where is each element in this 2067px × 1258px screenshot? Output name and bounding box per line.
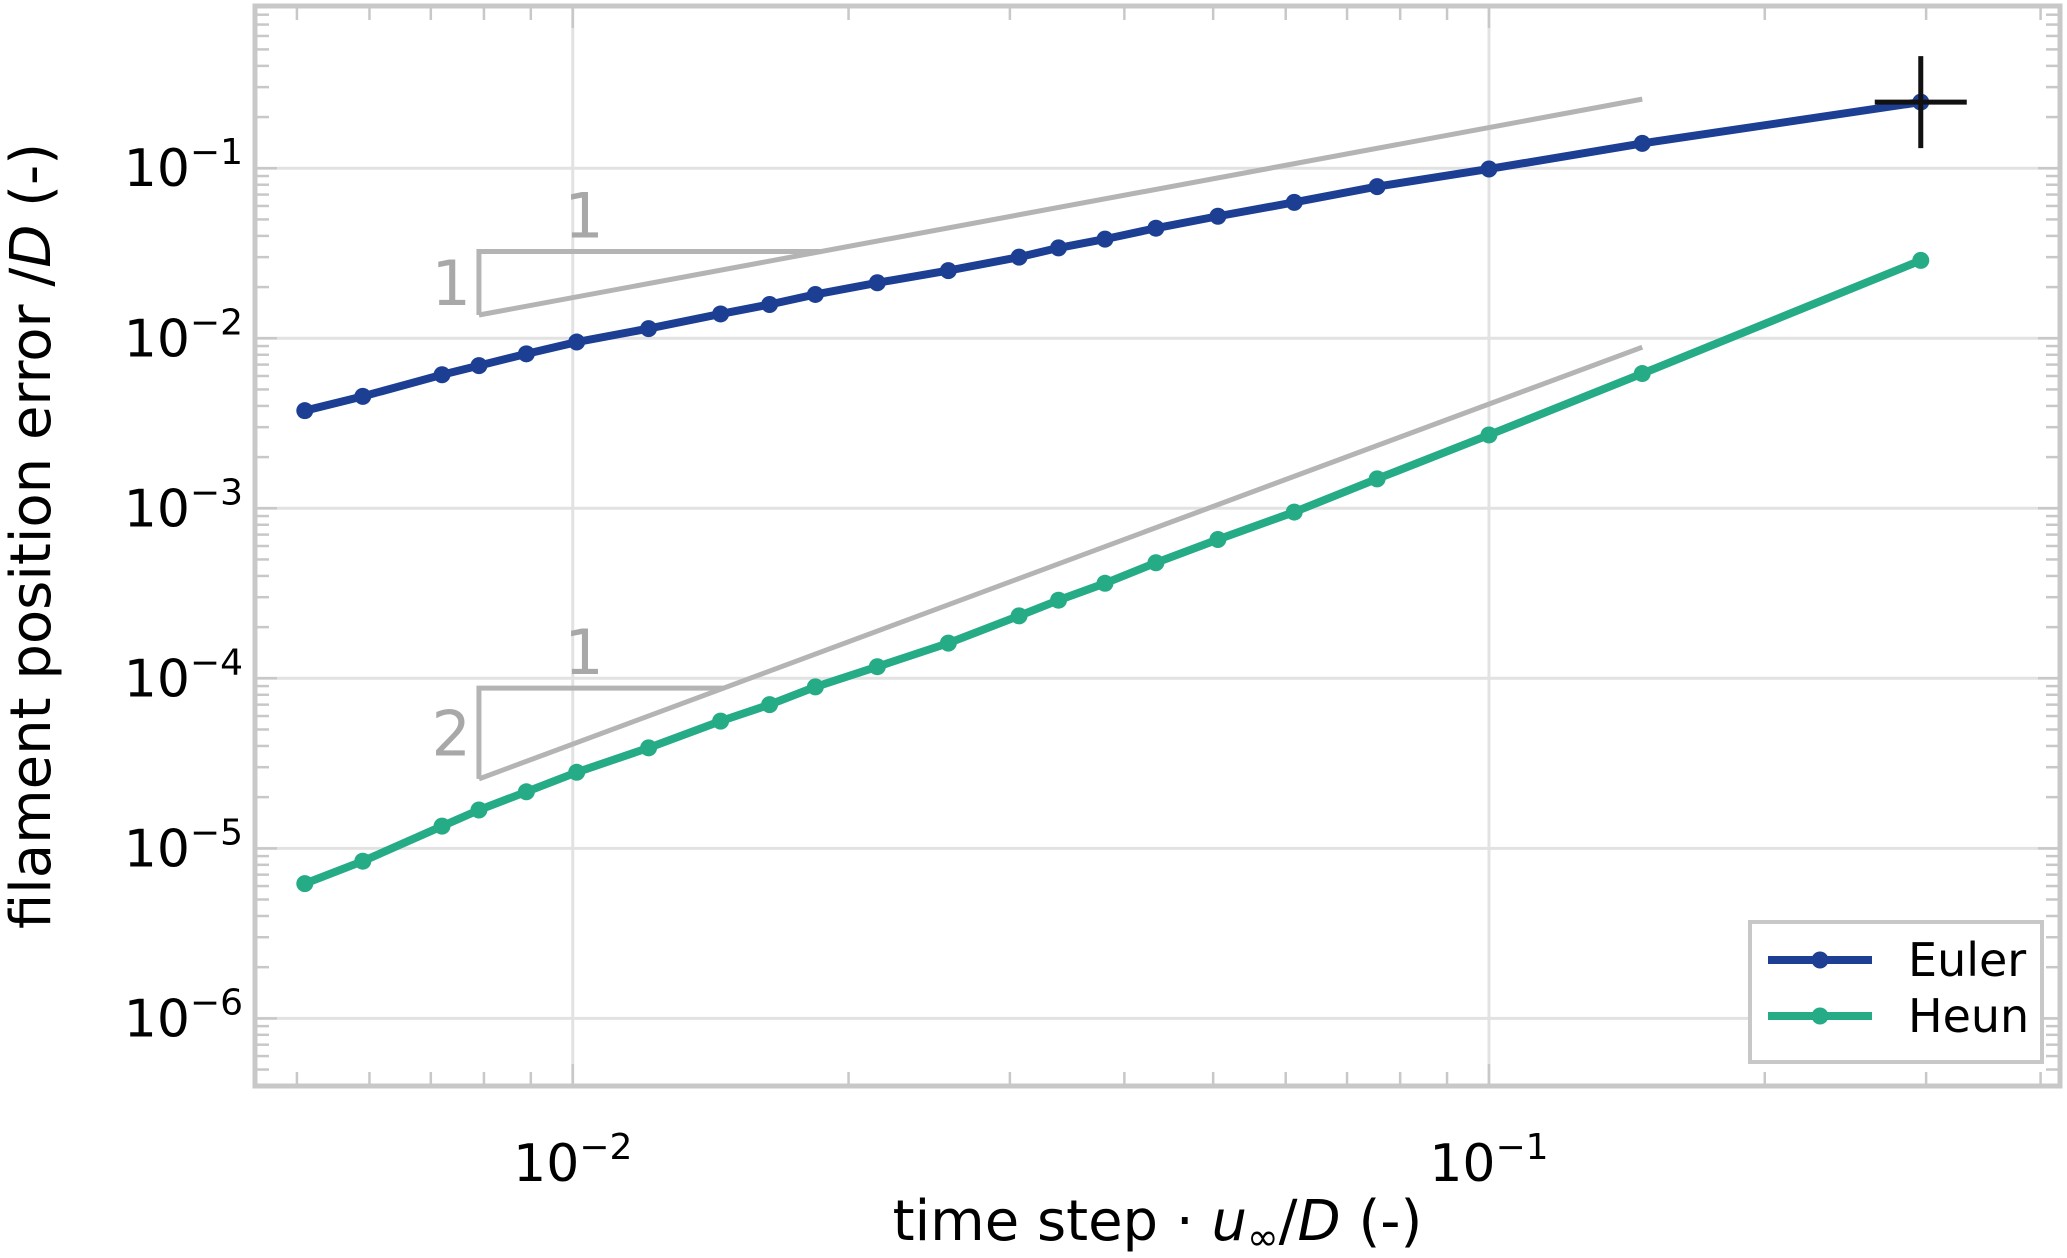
data-point-euler [296, 402, 314, 420]
x-axis-label: time step · u∞/D (-) [893, 1189, 1423, 1258]
data-point-euler [354, 387, 372, 405]
data-point-euler [1285, 193, 1303, 211]
data-point-euler [806, 285, 824, 303]
slope-run-label: 1 [564, 616, 603, 689]
data-point-euler [470, 357, 488, 375]
data-point-heun [1147, 554, 1165, 572]
data-point-heun [1912, 251, 1930, 269]
data-point-heun [868, 658, 886, 676]
data-point-euler [1209, 207, 1227, 225]
data-point-euler [1633, 134, 1651, 152]
legend-label-euler: Euler [1908, 933, 2026, 987]
label-layer: 10−2 10−1 10−1 10−2 10−3 10−4 10−5 10−6 time ste… [0, 132, 1549, 1258]
slope-triangle [476, 685, 724, 779]
data-point-euler [640, 320, 658, 338]
data-point-heun [1633, 365, 1651, 383]
data-point-heun [296, 875, 314, 893]
legend-label-heun: Heun [1908, 989, 2029, 1043]
y-tick-label: 10−1 [124, 132, 243, 199]
data-point-heun [640, 739, 658, 757]
data-point-heun [1368, 470, 1386, 488]
data-point-euler [517, 345, 535, 363]
data-point-heun [1010, 607, 1028, 625]
data-point-euler [1147, 219, 1165, 237]
data-point-heun [1480, 426, 1498, 444]
data-point-euler [1368, 178, 1386, 196]
y-tick-label: 10−6 [124, 982, 243, 1049]
y-tick-label: 10−4 [124, 642, 243, 709]
data-point-heun [939, 634, 957, 652]
data-point-euler [568, 333, 586, 351]
data-point-euler [939, 262, 957, 280]
data-point-heun [568, 763, 586, 781]
x-tick-label: 10−1 [1429, 1127, 1548, 1194]
data-point-euler [433, 366, 451, 384]
y-axis-label: filament position error /D (-) [0, 143, 64, 929]
y-tick-label: 10−2 [124, 302, 243, 369]
data-point-heun [354, 852, 372, 870]
grid-layer [255, 6, 2060, 1086]
slope-rise-label: 2 [431, 697, 470, 770]
data-point-heun [1285, 503, 1303, 521]
legend-marker-euler [1811, 951, 1829, 969]
legend-box [1748, 920, 2044, 1064]
data-point-euler [761, 295, 779, 313]
data-point-heun [517, 783, 535, 801]
data-point-heun [1050, 591, 1068, 609]
series-line-euler [300, 98, 1925, 415]
slope-triangle [476, 248, 822, 316]
legend-marker-heun [1811, 1007, 1829, 1025]
data-point-euler [1050, 239, 1068, 257]
data-point-heun [761, 696, 779, 714]
data-point-heun [470, 801, 488, 819]
reference-layer: 1 1 1 2 [431, 96, 1644, 782]
data-point-heun [433, 817, 451, 835]
series-layer [296, 56, 1967, 893]
data-point-heun [1209, 531, 1227, 549]
plot-frame [252, 3, 2063, 1089]
y-tick-label: 10−3 [124, 472, 243, 539]
data-point-heun [712, 712, 730, 730]
data-point-euler [868, 274, 886, 292]
slope-run-label: 1 [564, 179, 603, 252]
data-point-euler [1480, 160, 1498, 178]
data-point-euler [1010, 248, 1028, 266]
reference-line-slope-2 [478, 344, 1644, 782]
reference-line-slope-1 [478, 96, 1643, 318]
data-point-heun [1096, 574, 1114, 592]
slope-rise-label: 1 [431, 247, 470, 320]
data-point-euler [712, 305, 730, 323]
y-tick-label: 10−5 [124, 812, 243, 879]
series-line-heun [300, 256, 1925, 888]
x-tick-label: 10−2 [513, 1127, 632, 1194]
axes-frame-layer [252, 3, 2063, 1089]
data-point-euler [1096, 230, 1114, 248]
data-point-heun [806, 678, 824, 696]
